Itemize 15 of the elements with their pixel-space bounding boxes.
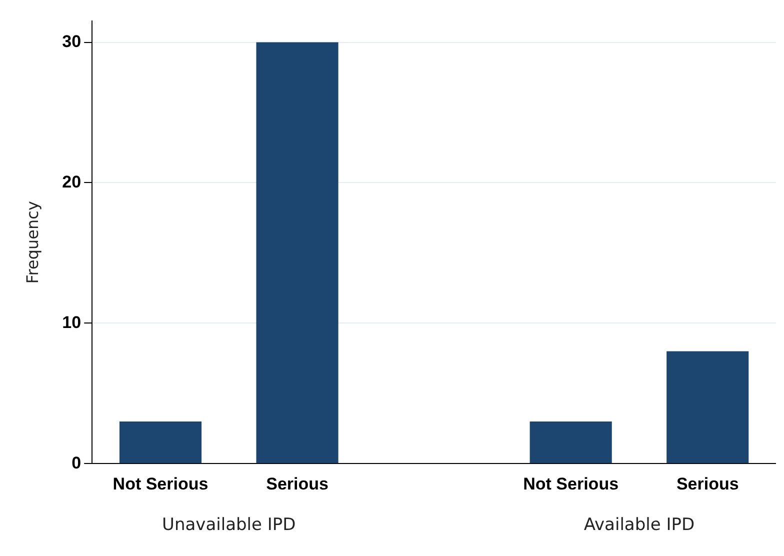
y-tick-label: 30 xyxy=(62,32,82,51)
y-tick-label: 0 xyxy=(72,453,82,472)
y-tick-label: 20 xyxy=(62,172,82,192)
x-tick-label: Not Serious xyxy=(112,474,208,494)
y-tick-label: 10 xyxy=(62,312,82,332)
bar xyxy=(119,421,202,464)
bar xyxy=(666,351,749,464)
bar xyxy=(530,421,612,464)
text: Unavailable IPD xyxy=(162,515,296,536)
text: Available IPD xyxy=(584,515,695,536)
x-tick-label: Serious xyxy=(266,474,328,494)
bar xyxy=(256,42,338,464)
x-tick-label: Serious xyxy=(676,474,739,494)
y-axis-title: Frequency xyxy=(22,201,42,284)
x-tick-label: Not Serious xyxy=(523,474,619,494)
